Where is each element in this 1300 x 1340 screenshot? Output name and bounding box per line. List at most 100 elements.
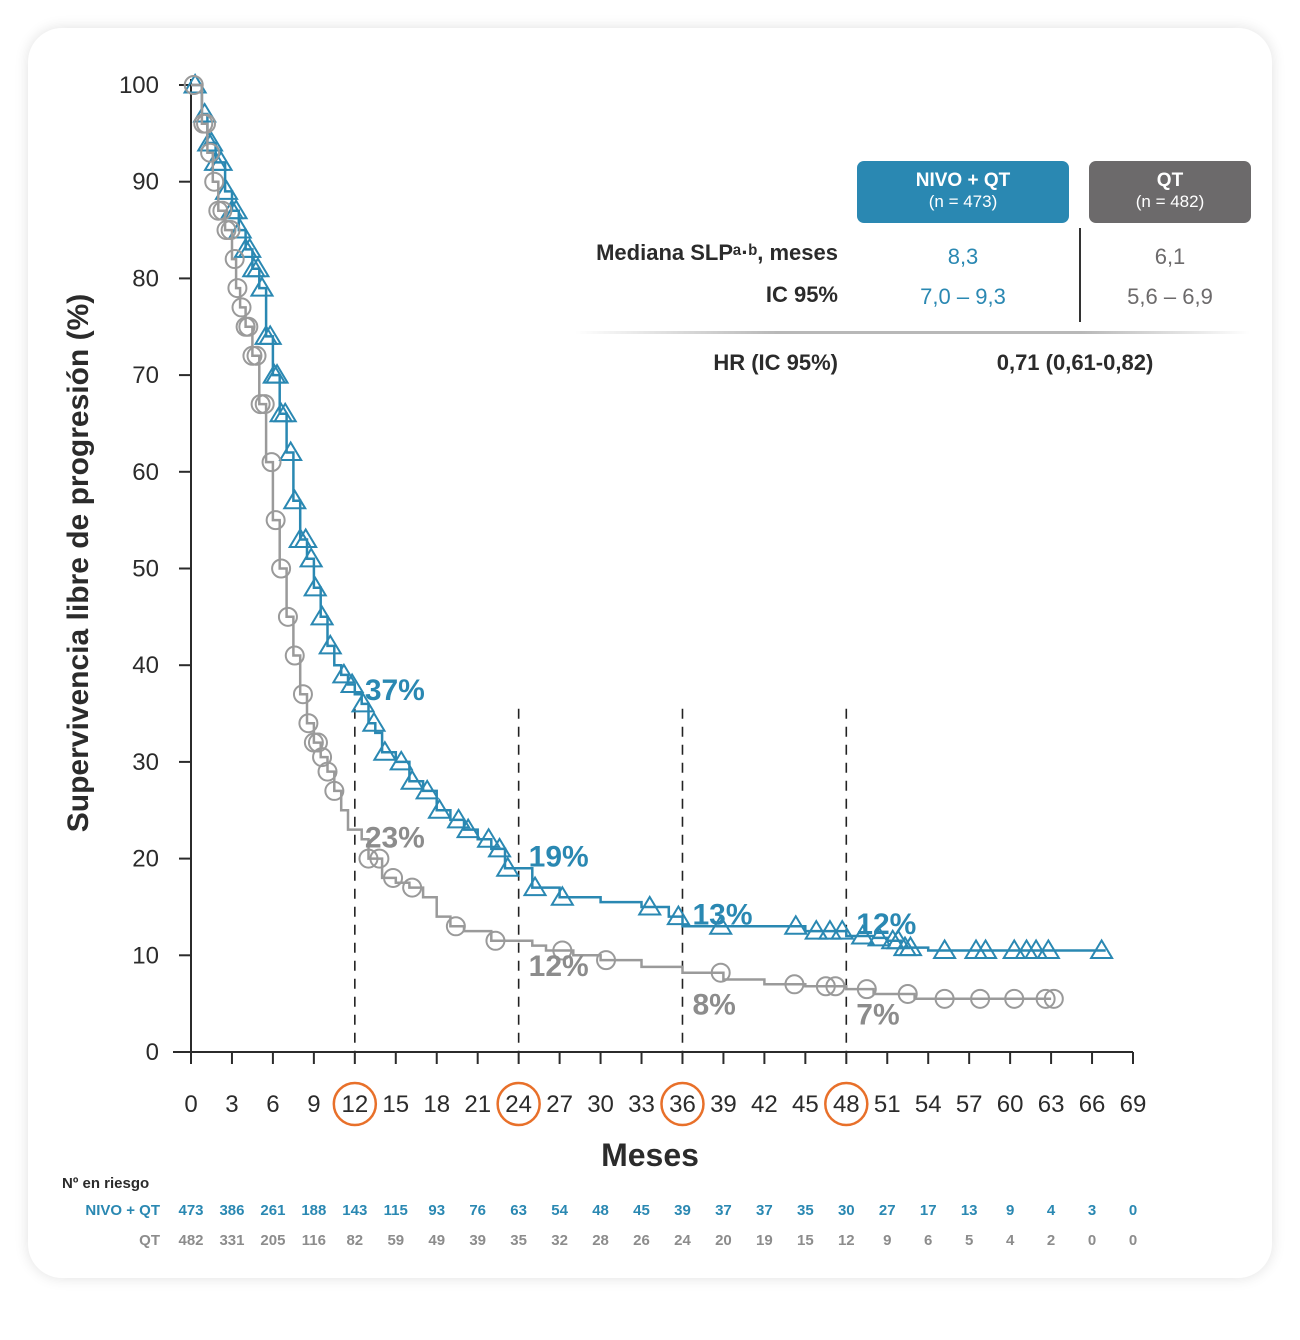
risk-value: 482 [178,1232,203,1249]
risk-value: 261 [260,1202,285,1219]
landmark-label-qt-12: 23% [365,822,425,855]
ci-label: IC 95% [765,282,838,307]
risk-table-title: Nº en riesgo [62,1175,149,1192]
censor-marker-qt [825,976,846,997]
y-tick-label: 20 [132,846,159,873]
risk-value: 26 [633,1232,650,1249]
censor-marker-nivo-qt [302,575,328,597]
landmark-labels: 37% 23% 19% 12% 13% 8% 12% 7% [365,674,917,1031]
risk-value: 20 [715,1232,732,1249]
censor-marker-nivo-qt [278,440,303,461]
censor-marker-qt [1004,988,1025,1009]
y-tick-label: 0 [146,1039,159,1066]
risk-value: 15 [797,1232,814,1249]
censor-marker-nivo-qt [1089,938,1114,959]
hr-label: HR (IC 95%) [713,350,838,375]
median-label: Mediana SLPᵃ·ᵇ, meses [596,240,838,265]
censor-marker-qt [298,713,319,734]
censor-marker-nivo-qt [245,256,271,278]
censor-marker-qt [317,761,338,782]
censor-marker-qt [196,113,217,134]
risk-value: 30 [838,1202,855,1219]
censor-marker-nivo-qt [550,885,575,906]
x-tick-label: 45 [792,1091,819,1118]
x-tick-label: 21 [464,1091,491,1118]
censor-marker-nivo-qt [446,807,471,829]
x-tick-label: 12 [341,1091,368,1118]
y-tick-label: 30 [132,749,159,776]
risk-value: 116 [302,1232,326,1249]
risk-value: 3 [1088,1202,1096,1219]
censor-marker-qt [358,848,379,869]
censor-marker-qt [552,940,573,961]
risk-value: 205 [260,1232,285,1249]
risk-value: 49 [428,1232,445,1249]
x-tick-label: 54 [915,1091,942,1118]
x-tick-label: 66 [1079,1091,1106,1118]
censor-marker-qt [284,645,305,666]
x-tick-label: 0 [184,1091,197,1118]
x-tick-label: 60 [997,1091,1024,1118]
censor-marker-qt [324,780,345,801]
landmark-label-nivo-48: 12% [856,908,916,941]
risk-value: 48 [592,1202,609,1219]
censor-marker-nivo-qt [388,749,414,771]
censor-marker-nivo-qt [414,778,440,800]
x-tick-label: 69 [1120,1091,1147,1118]
censor-marker-nivo-qt [372,740,398,761]
x-tick-label: 3 [225,1091,238,1118]
censor-marker-nivo-qt [208,150,234,171]
x-tick-label: 6 [266,1091,279,1118]
censor-marker-nivo-qt [427,798,452,819]
censor-marker-nivo-qt [898,935,923,957]
censor-marker-nivo-qt [522,875,548,897]
dashed-landmarks [354,708,848,1052]
censor-marker-qt [815,976,836,997]
highlight-ring [332,1081,378,1127]
risk-value: 59 [387,1232,404,1249]
censor-marker-qt [246,345,267,366]
landmark-label-qt-24: 12% [529,950,589,983]
x-tick-label: 36 [669,1091,696,1118]
y-tick-label: 100 [119,72,159,99]
censor-marker-nivo-qt [476,827,501,848]
censor-marker-nivo-qt [272,401,298,423]
censor-marker-qt [369,848,390,869]
risk-value: 6 [924,1232,932,1249]
censor-marker-nivo-qt [1001,938,1027,959]
x-tick-label: 48 [833,1091,860,1118]
risk-value: 28 [592,1232,609,1249]
risk-value: 4 [1006,1232,1015,1249]
y-tick-label: 70 [132,362,159,389]
risk-value: 0 [1088,1232,1096,1249]
censor-marker-qt [220,220,241,241]
highlight-ring [660,1081,705,1127]
censor-marker-qt [897,983,918,1004]
censor-marker-nivo-qt [817,919,843,940]
censor-marker-nivo-qt [249,276,275,297]
risk-value: 24 [674,1232,691,1249]
risk-value: 37 [715,1202,732,1219]
x-tick-label: 57 [956,1091,983,1118]
censor-marker-nivo-qt [331,662,357,684]
risk-row-label: NIVO + QT [85,1202,160,1219]
series-line-nivo-qt [191,83,1106,952]
censor-marker-nivo-qt [666,904,691,926]
censor-marker-nivo-qt [192,102,217,123]
censor-marker-qt [183,75,204,95]
censor-marker-qt [383,867,404,888]
risk-value: 188 [301,1202,326,1219]
landmark-label-nivo-12: 37% [365,674,425,707]
legend-qt-n: (n = 482) [1135,192,1205,211]
censor-marker-nivo-qt [829,919,855,940]
y-tick-label: 50 [132,556,159,583]
highlight-ring [496,1081,541,1127]
censor-marker-nivo-qt [298,546,324,568]
landmark-label-qt-36: 8% [692,989,735,1022]
risk-value: 0 [1129,1232,1137,1249]
censor-marker-nivo-qt [1023,938,1049,959]
risk-value: 63 [510,1202,527,1219]
landmark-label-qt-48: 7% [856,998,899,1031]
censor-marker-qt [445,916,466,937]
